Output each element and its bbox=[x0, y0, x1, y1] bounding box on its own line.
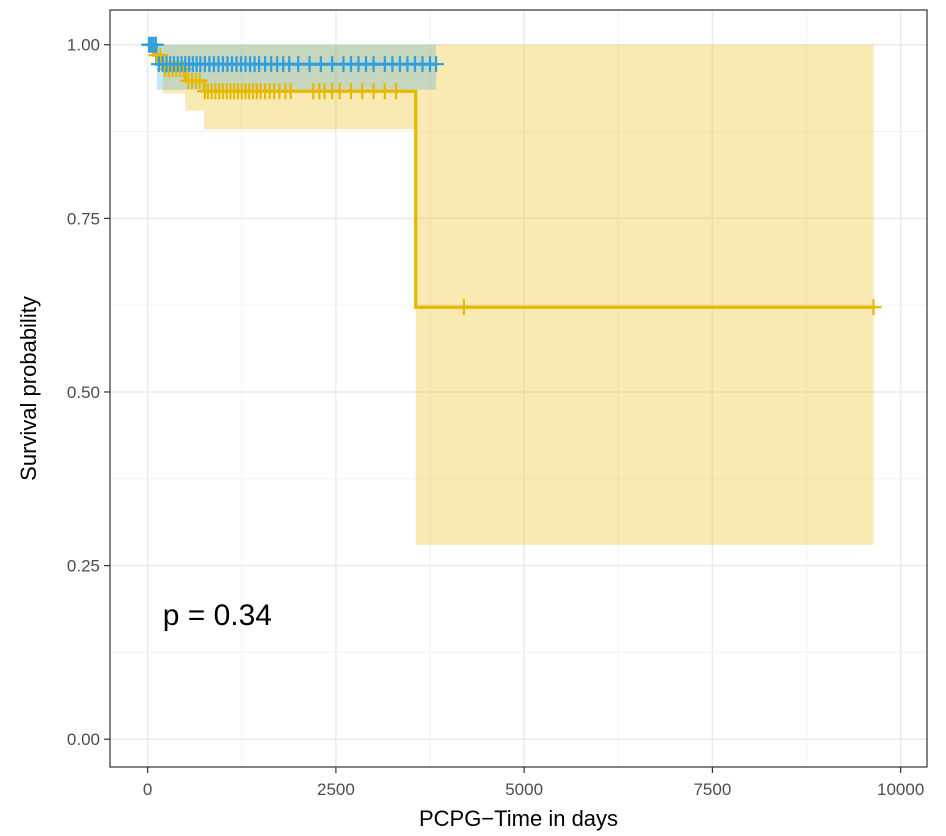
confidence-band bbox=[415, 44, 874, 545]
major-gridlines bbox=[110, 10, 927, 767]
x-tick-label: 5000 bbox=[505, 780, 543, 799]
x-tick-label: 10000 bbox=[877, 780, 924, 799]
censor-mark bbox=[152, 47, 169, 64]
x-axis: 0 2500 5000 7500 10000 bbox=[143, 767, 924, 799]
confidence-bands bbox=[156, 44, 874, 545]
censor-mark bbox=[388, 83, 405, 100]
y-tick-label: 0.00 bbox=[67, 730, 100, 749]
censor-mark bbox=[455, 299, 472, 316]
y-axis: 0.00 0.25 0.50 0.75 1.00 bbox=[67, 36, 110, 749]
censor-marks bbox=[141, 36, 882, 316]
censor-mark bbox=[191, 72, 208, 89]
survival-curve bbox=[147, 43, 874, 309]
censor-mark bbox=[428, 56, 445, 73]
p-value-annotation: p = 0.34 bbox=[163, 599, 272, 632]
y-tick-label: 0.75 bbox=[67, 209, 100, 228]
y-tick-label: 0.25 bbox=[67, 557, 100, 576]
y-tick-label: 0.50 bbox=[67, 383, 100, 402]
x-axis-title: PCPG−Time in days bbox=[419, 806, 618, 831]
x-tick-label: 7500 bbox=[693, 780, 731, 799]
censor-mark bbox=[865, 299, 882, 316]
plot-panel-border bbox=[109, 9, 928, 768]
minor-gridlines bbox=[110, 10, 927, 767]
x-tick-label: 2500 bbox=[317, 780, 355, 799]
y-tick-label: 1.00 bbox=[67, 36, 100, 55]
censor-mark bbox=[147, 36, 164, 53]
x-tick-label: 0 bbox=[143, 780, 152, 799]
censor-mark bbox=[282, 83, 299, 100]
y-axis-title: Survival probability bbox=[16, 296, 41, 481]
